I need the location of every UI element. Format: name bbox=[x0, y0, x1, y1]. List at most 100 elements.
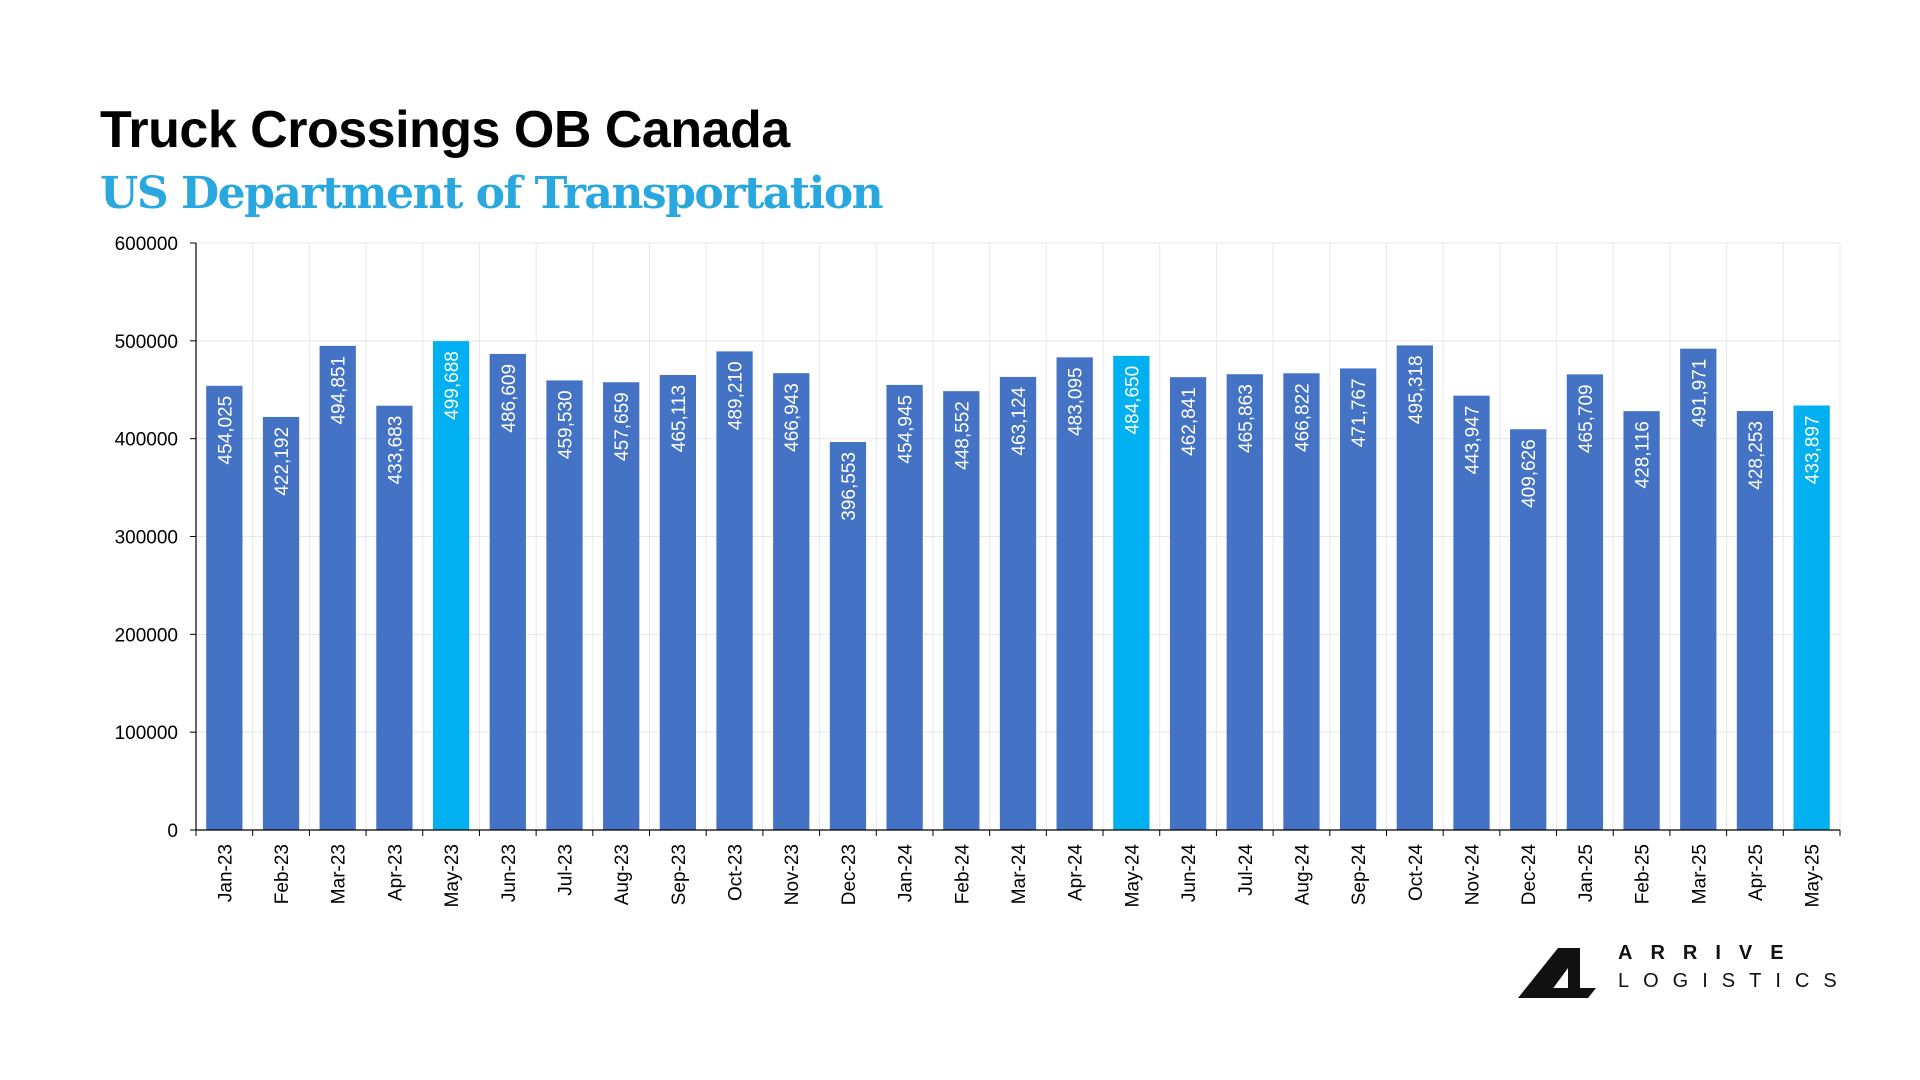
bar-value-label: 465,709 bbox=[1576, 384, 1597, 453]
bar-value-label: 471,767 bbox=[1349, 378, 1370, 447]
bar-feb-25 bbox=[1623, 411, 1660, 830]
y-tick-label: 300000 bbox=[115, 528, 178, 549]
bar-sep-23 bbox=[659, 374, 697, 830]
bar-value-label: 433,683 bbox=[385, 416, 406, 485]
x-tick-label: Apr-23 bbox=[385, 844, 406, 901]
bar-aug-24 bbox=[1283, 373, 1320, 830]
x-tick-label: Jun-23 bbox=[499, 844, 520, 902]
x-tick-label: Aug-24 bbox=[1292, 844, 1313, 906]
bar-apr-24 bbox=[1056, 357, 1093, 830]
logo-text-logistics: LOGISTICS bbox=[1618, 970, 1851, 992]
bar-value-label: 466,822 bbox=[1292, 383, 1313, 452]
bar-may-25 bbox=[1793, 405, 1830, 830]
bar-apr-25 bbox=[1736, 411, 1774, 830]
bar-mar-25 bbox=[1680, 348, 1717, 830]
bar-value-label: 428,116 bbox=[1633, 421, 1654, 488]
bar-value-label: 465,863 bbox=[1236, 384, 1257, 453]
bar-value-label: 463,124 bbox=[1009, 386, 1030, 455]
bar-value-label: 466,943 bbox=[782, 383, 803, 452]
x-tick-label: Jul-24 bbox=[1236, 844, 1257, 896]
bar-value-label: 494,851 bbox=[329, 356, 350, 425]
bar-jul-23 bbox=[546, 380, 583, 830]
x-tick-label: Jan-24 bbox=[896, 844, 917, 903]
y-tick-label: 500000 bbox=[115, 332, 178, 353]
arrive-a-logo-icon bbox=[1518, 948, 1596, 998]
x-tick-label: May-25 bbox=[1803, 844, 1824, 907]
bar-jan-25 bbox=[1566, 374, 1604, 830]
y-tick-label: 0 bbox=[167, 821, 178, 842]
arrive-logistics-logo: ARRIVE LOGISTICS bbox=[1518, 940, 1858, 1010]
gridlines bbox=[196, 242, 1841, 831]
bar-value-label: 491,971 bbox=[1689, 359, 1710, 428]
bar-nov-23 bbox=[773, 373, 810, 830]
bar-value-label: 448,552 bbox=[952, 401, 973, 470]
x-tick-label: Dec-24 bbox=[1519, 844, 1540, 906]
x-tick-label: Nov-23 bbox=[782, 844, 803, 905]
bar-jun-23 bbox=[489, 353, 526, 830]
bar-jan-23 bbox=[206, 385, 243, 830]
bar-nov-24 bbox=[1453, 395, 1490, 830]
x-tick-label: May-23 bbox=[442, 844, 463, 907]
y-tick-label: 100000 bbox=[115, 723, 178, 744]
bar-mar-23 bbox=[319, 345, 356, 830]
bar-dec-24 bbox=[1510, 429, 1547, 830]
bar-apr-23 bbox=[376, 405, 413, 830]
bar-value-label: 428,253 bbox=[1746, 421, 1767, 490]
bar-oct-23 bbox=[716, 351, 753, 830]
x-tick-label: May-24 bbox=[1122, 844, 1143, 908]
bar-jun-24 bbox=[1169, 377, 1207, 830]
x-tick-label: Feb-23 bbox=[272, 844, 293, 904]
x-tick-label: Mar-25 bbox=[1689, 844, 1710, 904]
x-tick-label: Feb-25 bbox=[1633, 844, 1654, 904]
bar-value-label: 495,318 bbox=[1406, 355, 1427, 424]
bar-value-label: 484,650 bbox=[1122, 366, 1143, 435]
x-tick-label: Sep-23 bbox=[669, 844, 690, 905]
x-tick-label: Jan-23 bbox=[215, 844, 236, 902]
bar-value-label: 465,113 bbox=[669, 385, 690, 452]
bar-value-label: 409,626 bbox=[1519, 439, 1540, 508]
bar-sep-24 bbox=[1339, 368, 1377, 830]
bar-value-label: 462,841 bbox=[1179, 387, 1200, 456]
bar-may-24 bbox=[1113, 355, 1150, 830]
x-tick-label: Sep-24 bbox=[1349, 844, 1370, 906]
bar-jul-24 bbox=[1226, 374, 1263, 830]
bar-value-label: 489,210 bbox=[726, 361, 747, 430]
x-tick-label: Nov-24 bbox=[1463, 844, 1484, 906]
bars: 454,025 422,192 494,851 433,683 499,688 486,6… bbox=[206, 341, 1830, 830]
bar-value-label: 396,553 bbox=[839, 452, 860, 521]
x-tick-label: Oct-23 bbox=[726, 844, 747, 901]
bar-value-label: 433,897 bbox=[1803, 416, 1824, 485]
bar-aug-23 bbox=[603, 382, 640, 830]
x-tick-label: Jul-23 bbox=[555, 844, 576, 896]
x-tick-label: Mar-23 bbox=[329, 844, 350, 904]
chart-subtitle: US Department of Transportation bbox=[100, 168, 884, 219]
bar-oct-24 bbox=[1396, 345, 1433, 830]
bar-value-label: 459,530 bbox=[555, 390, 576, 459]
x-tick-label: Feb-24 bbox=[952, 844, 973, 905]
x-tick-label: Apr-25 bbox=[1746, 844, 1767, 901]
x-tick-label: Aug-23 bbox=[612, 844, 633, 905]
bar-feb-23 bbox=[262, 416, 300, 830]
x-tick-label: Apr-24 bbox=[1066, 844, 1087, 901]
bar-mar-24 bbox=[999, 376, 1037, 830]
y-tick-label: 600000 bbox=[115, 234, 178, 255]
x-tick-label: Jun-24 bbox=[1179, 844, 1200, 903]
bar-may-23 bbox=[432, 341, 470, 830]
chart-title: Truck Crossings OB Canada bbox=[100, 101, 790, 159]
x-tick-label: Oct-24 bbox=[1406, 844, 1427, 901]
y-tick-label: 400000 bbox=[115, 430, 178, 451]
x-tick-label: Dec-23 bbox=[839, 844, 860, 905]
bar-feb-24 bbox=[943, 391, 980, 830]
bar-value-label: 457,659 bbox=[612, 392, 633, 461]
bar-value-label: 422,192 bbox=[272, 427, 293, 496]
x-tick-label: Jan-25 bbox=[1576, 844, 1597, 902]
bar-value-label: 483,095 bbox=[1066, 367, 1087, 436]
bar-value-label: 454,025 bbox=[215, 396, 236, 465]
bar-value-label: 454,945 bbox=[896, 395, 917, 464]
y-tick-label: 200000 bbox=[115, 625, 178, 646]
x-tick-label: Mar-24 bbox=[1009, 844, 1030, 905]
axes: 0 100000 200000 300000 400000 500000 600000 Jan… bbox=[115, 234, 1841, 908]
bar-value-label: 443,947 bbox=[1463, 406, 1484, 475]
bar-value-label: 486,609 bbox=[499, 364, 520, 433]
